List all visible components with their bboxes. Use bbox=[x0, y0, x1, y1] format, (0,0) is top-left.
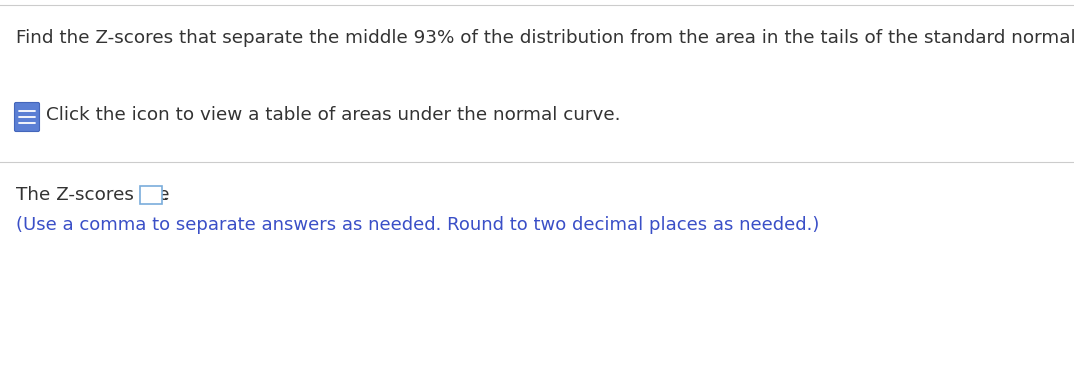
Text: .: . bbox=[163, 186, 169, 204]
Bar bbox=[140, 186, 162, 204]
FancyBboxPatch shape bbox=[15, 103, 40, 131]
Text: (Use a comma to separate answers as needed. Round to two decimal places as neede: (Use a comma to separate answers as need… bbox=[16, 216, 819, 234]
Text: Find the Z-scores that separate the middle 93% of the distribution from the area: Find the Z-scores that separate the midd… bbox=[16, 29, 1074, 47]
Text: Click the icon to view a table of areas under the normal curve.: Click the icon to view a table of areas … bbox=[46, 106, 621, 124]
Text: The Z-scores are: The Z-scores are bbox=[16, 186, 175, 204]
